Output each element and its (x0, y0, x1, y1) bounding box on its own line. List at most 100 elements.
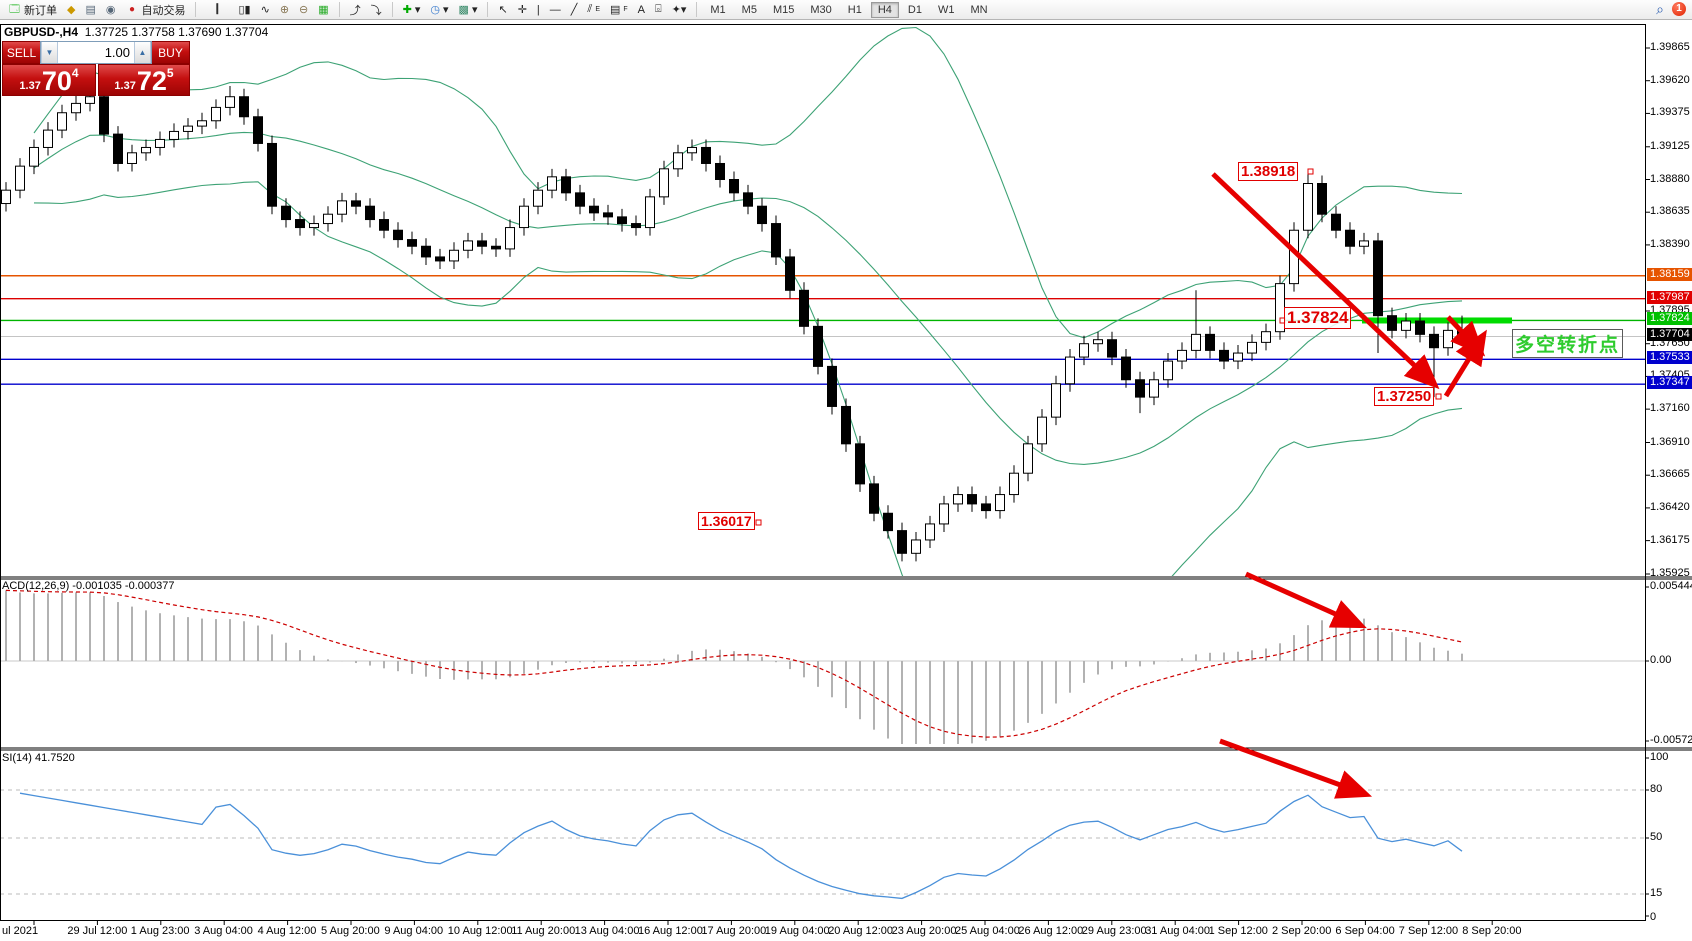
timeframe-h1[interactable]: H1 (847, 3, 862, 16)
market-watch-icon[interactable]: ▤ (85, 4, 96, 16)
time-tick-label: 11 Aug 20:00 (511, 925, 576, 937)
zoom-out-icon[interactable]: ⊖ (299, 4, 309, 16)
ask-prefix: 1.37 (114, 80, 136, 92)
templates-icon[interactable]: ⤵ (370, 4, 382, 17)
rsi-axis-label: 50 (1650, 831, 1663, 843)
line-chart-icon[interactable]: ∿ (260, 4, 270, 16)
ask-sup: 5 (166, 66, 174, 80)
price-tick: 1.35925 (1650, 567, 1690, 579)
timeframe-mn[interactable]: MN (970, 3, 988, 16)
price-annotation-tag[interactable]: 1.37250 (1374, 387, 1435, 407)
ask-price-display[interactable]: 1.37 72 5 (98, 64, 190, 96)
notification-badge[interactable]: 1 (1672, 2, 1686, 16)
new-order-icon: 🗔 (9, 3, 20, 15)
auto-trading-button[interactable]: ● 自动交易 (120, 0, 190, 20)
time-tick-label: 3 Aug 04:00 (194, 925, 253, 937)
magnifier-icon[interactable]: ⌕ (1656, 1, 1664, 17)
autotrading-icon: ● (128, 3, 135, 15)
price-tick: 1.39620 (1650, 73, 1690, 86)
rsi-label: SI(14) 41.7520 (2, 752, 75, 764)
time-tick-label: 6 Sep 04:00 (1335, 925, 1395, 937)
macd-axis-max: 0.005444 (1650, 580, 1692, 592)
bid-sup: 4 (71, 66, 79, 80)
timeframe-d1[interactable]: D1 (907, 3, 922, 16)
price-annotation-tag[interactable]: 1.37824 (1284, 307, 1352, 329)
auto-trading-label: 自动交易 (141, 4, 186, 17)
bar-chart-icon[interactable]: ⎹⎸ (206, 3, 229, 15)
timeframe-h4[interactable]: H4 (870, 1, 899, 18)
cursor-icon[interactable]: ↖ (498, 4, 508, 16)
time-tick-label: 7 Sep 12:00 (1398, 925, 1459, 937)
timeframe-m15[interactable]: M15 (772, 3, 795, 16)
rsi-axis-label: 80 (1650, 783, 1663, 795)
hline-icon[interactable]: — (549, 3, 561, 16)
candlestick-icon[interactable]: ▯▮ (238, 4, 251, 16)
buy-button[interactable]: BUY (152, 41, 190, 64)
timeframe-m1[interactable]: M1 (710, 3, 726, 16)
price-tick: 1.38390 (1650, 237, 1690, 250)
add-indicator-icon[interactable]: ✚ ▾ (402, 4, 421, 16)
time-tick-label: 25 Aug 04:00 (955, 925, 1020, 937)
price-annotation-tag[interactable]: 1.36017 (698, 512, 755, 531)
volume-increase-button[interactable]: ▲ (134, 42, 151, 63)
timeframe-m5[interactable]: M5 (741, 3, 757, 16)
time-tick-label: 5 Aug 20:00 (321, 925, 380, 937)
price-tick: 1.39125 (1650, 139, 1690, 152)
chart-template-icon[interactable]: ▩ ▾ (458, 4, 478, 16)
period-clock-icon[interactable]: ◷ ▾ (430, 4, 449, 16)
one-click-trading-panel: SELL ▼ 1.00 ▲ BUY 1.37 70 4 1.37 72 5 (2, 41, 190, 96)
zoom-in-icon[interactable]: ⊕ (279, 4, 290, 16)
close-value: 1.37704 (224, 25, 269, 39)
time-tick-label: 8 Sep 20:00 (1462, 925, 1522, 937)
time-tick-label: 16 Aug 12:00 (638, 925, 703, 937)
sell-button[interactable]: SELL (2, 41, 40, 64)
channel-icon[interactable]: ⫽ E (587, 3, 600, 15)
price-tick: 1.37160 (1650, 402, 1690, 415)
price-level-box: 1.37987 (1647, 290, 1692, 304)
label-icon[interactable]: ⌻ (655, 3, 662, 15)
signals-icon[interactable]: ◉ (105, 4, 116, 16)
price-level-box: 1.37533 (1647, 351, 1692, 365)
volume-input[interactable]: 1.00 (104, 45, 130, 60)
price-tick: 1.38635 (1650, 205, 1690, 218)
text-icon[interactable]: A (637, 3, 646, 16)
bid-prefix: 1.37 (19, 80, 41, 92)
ask-big: 72 (136, 66, 167, 96)
price-level-box: 1.38159 (1647, 267, 1692, 281)
styles-icon[interactable]: ◆ (67, 4, 76, 16)
bid-price-display[interactable]: 1.37 70 4 (2, 64, 96, 96)
crosshair-icon[interactable]: ✛ (517, 4, 527, 16)
time-tick-label: 10 Aug 12:00 (447, 925, 513, 937)
time-tick-label: 29 Jul 12:00 (67, 925, 128, 937)
time-tick-label: 31 Aug 04:00 (1145, 925, 1211, 937)
price-tick: 1.39375 (1650, 106, 1690, 119)
tile-windows-icon[interactable]: ▦ (318, 4, 329, 16)
time-tick-label: 1 Aug 23:00 (130, 925, 190, 937)
arrows-icon[interactable]: ✦▾ (671, 4, 687, 16)
timeframe-w1[interactable]: W1 (937, 3, 955, 16)
price-level-box: 1.37347 (1647, 376, 1692, 390)
time-tick-label: 23 Aug 20:00 (891, 925, 957, 937)
time-tick-label: 17 Aug 20:00 (701, 925, 767, 937)
indicators-icon[interactable]: ⤴ (349, 4, 361, 17)
price-tick: 1.38880 (1650, 172, 1690, 185)
price-tick: 1.36665 (1650, 468, 1690, 481)
price-annotation-tag[interactable]: 1.38918 (1238, 162, 1299, 182)
open-value: 1.37725 (84, 25, 129, 39)
volume-decrease-button[interactable]: ▼ (41, 42, 58, 63)
time-tick-label: 29 Aug 23:00 (1081, 925, 1147, 937)
timeframe-m30[interactable]: M30 (810, 3, 832, 16)
new-order-button[interactable]: 🗔 新订单 (3, 0, 62, 20)
trendline-icon[interactable]: ╱ (570, 4, 578, 16)
timeframe-group: M1 M5 M15 M30 H1 H4 D1 W1 MN (699, 0, 998, 19)
fibonacci-icon[interactable]: ▤ F (609, 4, 628, 16)
vline-icon[interactable]: | (536, 3, 540, 16)
price-tick: 1.36910 (1650, 435, 1690, 448)
price-tick: 1.39865 (1650, 41, 1690, 53)
rsi-axis-label: 15 (1650, 887, 1663, 899)
time-tick-label: ul 2021 (2, 925, 39, 937)
price-tick: 1.36175 (1650, 533, 1690, 546)
chart-ohlc-header: GBPUSD-,H4 1.37725 1.37758 1.37690 1.377… (4, 25, 268, 39)
turning-point-label[interactable]: 多空转折点 (1512, 329, 1624, 358)
